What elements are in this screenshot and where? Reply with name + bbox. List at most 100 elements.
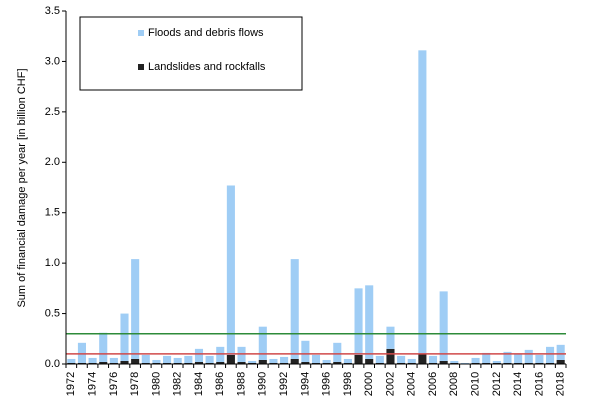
bar-segment (216, 361, 225, 364)
bar-segment (514, 353, 523, 363)
x-tick-label: 1974 (87, 372, 99, 396)
bar-segment (109, 362, 118, 364)
bar-segment (365, 285, 374, 359)
bar-segment (514, 362, 523, 364)
x-tick-label: 1976 (108, 372, 120, 396)
bar-segment (141, 354, 150, 363)
bar-segment (428, 362, 438, 364)
bar-segment (248, 360, 257, 363)
bar-segment (205, 362, 214, 364)
bar-segment (248, 362, 257, 364)
bar-segment (194, 361, 204, 364)
y-tick-label: 2.0 (45, 156, 60, 168)
x-tick-label: 1994 (299, 372, 311, 396)
x-tick-label: 2014 (512, 372, 524, 396)
x-tick-label: 1982 (172, 372, 184, 396)
bar-segment (141, 362, 150, 364)
bar-segment (503, 351, 512, 363)
bar-segment (450, 362, 459, 364)
bar-segment (524, 362, 533, 364)
y-tick-label: 3.0 (45, 55, 60, 67)
x-tick-label: 1992 (278, 372, 290, 396)
bar-segment (407, 358, 416, 363)
bar-segment (290, 259, 299, 359)
bar-segment (471, 357, 480, 363)
bar-segment (131, 358, 140, 364)
bar-segment (386, 348, 395, 364)
x-tick-label: 1996 (321, 372, 333, 396)
bar-segment (322, 359, 331, 363)
bar-segment (163, 362, 172, 364)
bar-segment (120, 313, 129, 361)
legend-swatch (138, 64, 144, 70)
bar-segment (311, 354, 321, 363)
bar-segment (88, 357, 97, 363)
x-tick-label: 1998 (342, 372, 354, 396)
bar-segment (88, 362, 97, 364)
bar-segment (418, 353, 427, 364)
x-tick-label: 2000 (363, 372, 375, 396)
y-tick-label: 1.0 (45, 257, 60, 269)
bar-segment (439, 360, 448, 364)
x-tick-label: 2010 (469, 372, 481, 396)
x-tick-label: 1988 (235, 372, 247, 396)
x-tick-label: 2004 (406, 372, 418, 396)
bar-segment (184, 362, 193, 364)
bar-segment (546, 362, 555, 364)
x-tick-label: 2016 (533, 372, 545, 396)
y-tick-label: 1.5 (45, 207, 60, 219)
bar-segment (269, 362, 278, 364)
bar-segment (397, 362, 406, 364)
bar-segment (535, 362, 544, 364)
bar-segment (471, 362, 480, 364)
bar-segment (354, 354, 363, 364)
bar-segment (109, 357, 118, 363)
legend-label: Landslides and rockfalls (148, 61, 266, 73)
bar-segment (343, 358, 352, 363)
bar-segment (375, 362, 384, 364)
bar-segment (301, 361, 310, 364)
x-tick-label: 1978 (129, 372, 141, 396)
bar-segment (354, 288, 363, 355)
y-tick-label: 3.5 (45, 5, 60, 17)
bar-segment (290, 358, 299, 364)
y-tick-label: 0.5 (45, 307, 60, 319)
bar-segment (397, 355, 406, 363)
x-tick-label: 1990 (257, 372, 269, 396)
bar-segment (407, 362, 416, 364)
y-axis-title: Sum of financial damage per year [in bil… (16, 68, 28, 307)
bar-segment (258, 359, 267, 364)
bar-segment (343, 362, 352, 364)
bar-segment (482, 362, 491, 364)
x-tick-label: 2012 (491, 372, 503, 396)
bar-segment (535, 354, 544, 363)
bar-segment (258, 326, 267, 360)
legend-swatch (138, 30, 144, 36)
bar-segment (67, 358, 76, 363)
legend-label: Floods and debris flows (148, 27, 264, 39)
bar-segment (269, 358, 278, 363)
bar-segment (322, 362, 331, 364)
bar-segment (503, 362, 512, 364)
bar-segment (492, 360, 501, 363)
bar-segment (386, 326, 395, 349)
bar-segment (67, 362, 76, 364)
bar-segment (418, 50, 427, 354)
x-tick-label: 2008 (448, 372, 460, 396)
x-tick-label: 1980 (150, 372, 162, 396)
bar-segment (524, 349, 533, 363)
bar-segment (280, 356, 289, 363)
bar-segment (375, 355, 384, 363)
bar-segment (184, 355, 193, 363)
bar-segment (173, 357, 182, 363)
bar-segment (77, 342, 86, 363)
bar-segment (546, 346, 555, 363)
bar-segment (365, 358, 374, 364)
bar-segment (152, 359, 161, 363)
x-tick-label: 2002 (384, 372, 396, 396)
bar-segment (226, 185, 235, 355)
bar-segment (120, 360, 129, 364)
x-tick-label: 2018 (555, 372, 567, 396)
